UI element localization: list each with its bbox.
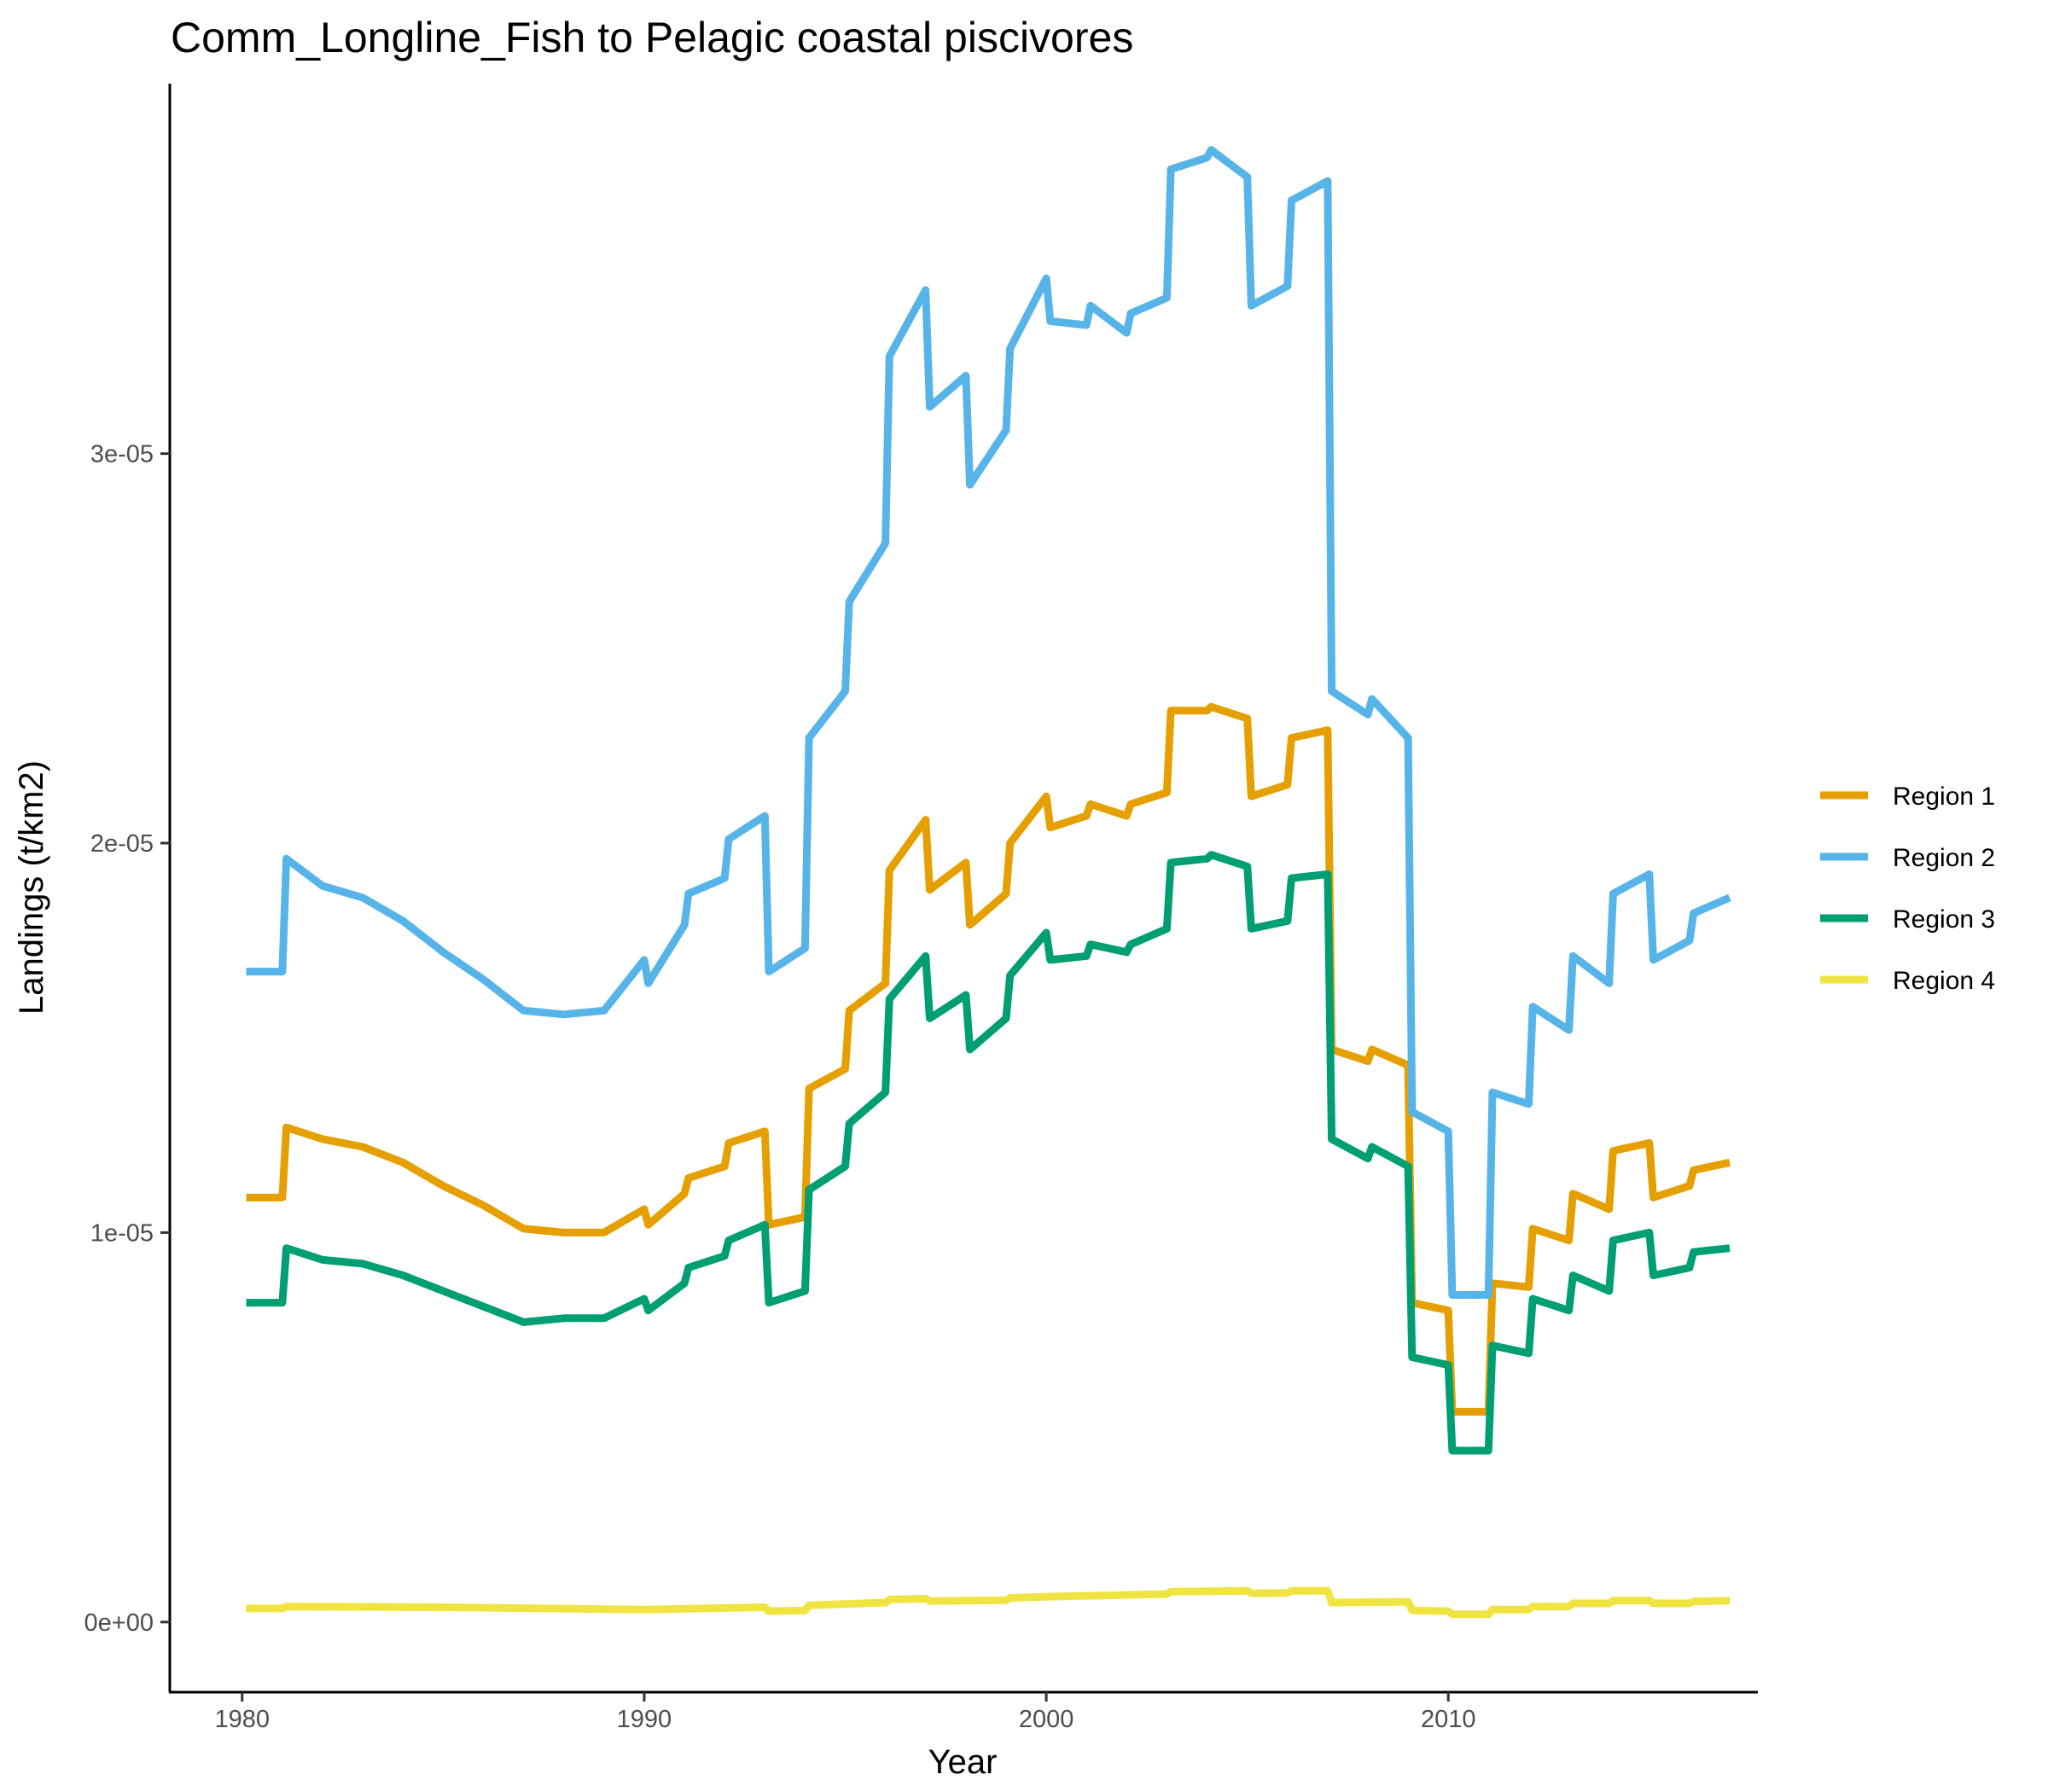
plot-area: 1980 1990 2000 2010 0e+00 1e-05 2e-05 3e-05 — [84, 84, 1758, 1733]
series-line-region-2 — [246, 146, 1731, 1299]
legend-label: Region 2 — [1893, 844, 1995, 872]
y-tick-label: 1e-05 — [90, 1219, 154, 1247]
y-tick-label: 2e-05 — [90, 830, 154, 858]
x-tick-label: 2000 — [1019, 1706, 1074, 1733]
x-tick-label: 1990 — [617, 1706, 672, 1733]
legend-label: Region 3 — [1893, 905, 1995, 934]
series-line-region-3 — [246, 851, 1731, 1455]
y-tick-label: 0e+00 — [84, 1609, 154, 1637]
series-line-region-4 — [246, 1586, 1731, 1619]
chart-title: Comm_Longline_Fish to Pelagic coastal pi… — [171, 14, 1133, 61]
x-axis-title: Year — [928, 1743, 998, 1781]
x-tick-label: 1980 — [215, 1706, 271, 1733]
y-axis-title: Landings (t/km2) — [13, 760, 50, 1015]
legend-item-region-1: Region 1 — [1820, 783, 1995, 811]
legend-label: Region 1 — [1893, 783, 1995, 811]
y-axis-ticks: 0e+00 1e-05 2e-05 3e-05 — [84, 441, 170, 1637]
series-line-region-1 — [246, 702, 1731, 1416]
legend-item-region-2: Region 2 — [1820, 844, 1995, 872]
x-axis-ticks: 1980 1990 2000 2010 — [215, 1692, 1476, 1733]
series-lines — [246, 146, 1731, 1619]
legend-item-region-4: Region 4 — [1820, 967, 1995, 995]
legend-label: Region 4 — [1893, 967, 1995, 995]
y-tick-label: 3e-05 — [90, 441, 154, 468]
legend: Region 1 Region 2 Region 3 Region 4 — [1820, 783, 1995, 995]
x-tick-label: 2010 — [1421, 1706, 1476, 1733]
legend-item-region-3: Region 3 — [1820, 905, 1995, 934]
